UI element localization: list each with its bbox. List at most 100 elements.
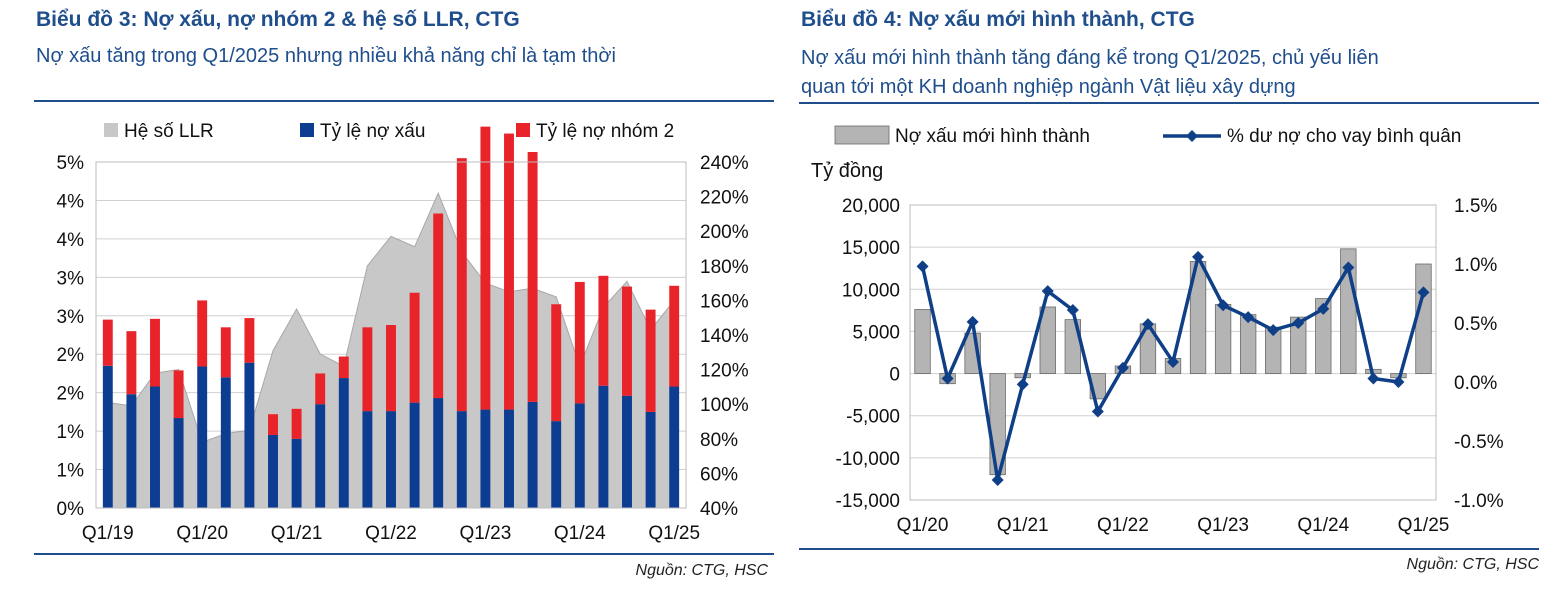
x-tick-label: Q1/22 bbox=[365, 523, 417, 544]
y-left-tick-label: 3% bbox=[57, 268, 85, 289]
line-marker bbox=[1392, 376, 1405, 388]
y-right-tick-label: 120% bbox=[700, 361, 749, 382]
bar-group2 bbox=[504, 133, 514, 410]
bar-npl bbox=[338, 378, 349, 508]
legend-label: Tỷ lệ nợ nhóm 2 bbox=[536, 121, 674, 142]
chart-source: Nguồn: CTG, HSC bbox=[635, 562, 768, 579]
y-right-tick-label: -0.5% bbox=[1454, 432, 1504, 453]
y-right-tick-label: 140% bbox=[700, 326, 749, 347]
chart-source: Nguồn: CTG, HSC bbox=[1406, 556, 1539, 573]
bar-npl bbox=[244, 362, 255, 508]
y-left-tick-label: 1% bbox=[57, 461, 85, 482]
x-tick-label: Q1/25 bbox=[648, 523, 700, 544]
y-left-tick-label: 2% bbox=[57, 345, 85, 366]
chart-title: Biểu đồ 3: Nợ xấu, nợ nhóm 2 & hệ số LLR… bbox=[36, 8, 520, 31]
x-tick-label: Q1/23 bbox=[460, 523, 512, 544]
y-left-tick-label: 2% bbox=[57, 384, 85, 405]
y-right-tick-label: 1.5% bbox=[1454, 196, 1497, 217]
bar-npl bbox=[456, 411, 467, 508]
bar-new-npl bbox=[1039, 306, 1056, 374]
bar-npl bbox=[409, 402, 420, 508]
bar-group2 bbox=[362, 327, 373, 412]
title-rule bbox=[799, 102, 1539, 104]
bar-npl bbox=[669, 386, 680, 508]
x-tick-label: Q1/21 bbox=[271, 523, 323, 544]
y-right-tick-label: 220% bbox=[700, 188, 749, 209]
y-left-tick-label: 20,000 bbox=[842, 196, 900, 217]
line-marker bbox=[1116, 361, 1129, 374]
line-marker bbox=[1167, 355, 1179, 368]
bar-npl bbox=[268, 434, 278, 508]
line-marker bbox=[1267, 324, 1280, 337]
bar-new-npl bbox=[1415, 263, 1432, 374]
y-right-tick-label: 180% bbox=[700, 257, 749, 278]
bar-npl bbox=[386, 411, 396, 508]
bar-npl bbox=[173, 418, 184, 508]
bar-group2 bbox=[386, 325, 396, 412]
new-npl-chart: -15,000 -10,000 -5,000 0 5,000 10,000 15,000 20… bbox=[811, 125, 1504, 536]
y-right-tick-label: 160% bbox=[700, 291, 749, 312]
bar-group2 bbox=[244, 318, 255, 363]
bar-group2 bbox=[551, 304, 562, 422]
line-marker bbox=[1091, 405, 1104, 418]
bar-npl bbox=[551, 421, 562, 508]
chart-title: Biểu đồ 4: Nợ xấu mới hình thành, CTG bbox=[801, 8, 1195, 31]
bar-npl bbox=[291, 438, 302, 508]
chart-subtitle: Nợ xấu mới hình thành tăng đáng kể trong… bbox=[801, 44, 1379, 102]
x-tick-label: Q1/21 bbox=[997, 515, 1049, 536]
subtitle-line-2: quan tới một KH doanh nghiệp ngành Vật l… bbox=[801, 76, 1296, 98]
bar-npl bbox=[197, 366, 208, 508]
legend-marker bbox=[1186, 130, 1198, 142]
y-right-tick-label: 1.0% bbox=[1454, 255, 1497, 276]
bar-group2 bbox=[126, 331, 137, 395]
y-left-tick-label: 0 bbox=[889, 365, 900, 386]
y-left-tick-label: 10,000 bbox=[842, 280, 900, 301]
chart-subtitle: Nợ xấu tăng trong Q1/2025 nhưng nhiều kh… bbox=[36, 45, 616, 67]
bar-group2 bbox=[220, 327, 231, 378]
subtitle-line-1: Nợ xấu mới hình thành tăng đáng kể trong… bbox=[801, 47, 1379, 69]
y-right-tick-label: 80% bbox=[700, 430, 738, 451]
bar-group2 bbox=[338, 356, 349, 379]
bar-group2 bbox=[150, 318, 160, 387]
line-marker bbox=[1292, 317, 1305, 329]
bar-group2 bbox=[409, 292, 420, 403]
y-left-tick-label: 1% bbox=[57, 422, 85, 443]
y-right-tick-label: -1.0% bbox=[1454, 491, 1504, 512]
bar-npl bbox=[315, 404, 326, 508]
bar-new-npl bbox=[914, 309, 931, 374]
bar-group2 bbox=[456, 158, 467, 412]
legend-label: Nợ xấu mới hình thành bbox=[895, 126, 1090, 147]
line-marker bbox=[1417, 286, 1430, 299]
y-left-tick-label: -15,000 bbox=[836, 491, 900, 512]
bar-group2 bbox=[433, 213, 444, 399]
bar-npl bbox=[362, 411, 373, 508]
line-marker bbox=[1342, 261, 1355, 274]
bar-new-npl bbox=[1315, 298, 1332, 374]
bar-group2 bbox=[622, 286, 632, 396]
y-right-tick-label: 40% bbox=[700, 499, 738, 520]
llr-chart: 0% 1% 1% 2% 2% 3% 3% 4% 4% 5% 40% 60% 80% 100% 120% 140… bbox=[57, 121, 749, 544]
line-marker bbox=[966, 315, 979, 328]
legend-label: % dư nợ cho vay bình quân bbox=[1227, 126, 1461, 147]
bar-group2 bbox=[645, 309, 656, 412]
bar-npl bbox=[220, 377, 231, 508]
line-marker bbox=[1141, 318, 1154, 331]
y-left-tick-label: -10,000 bbox=[836, 449, 900, 470]
x-tick-label: Q1/23 bbox=[1197, 515, 1249, 536]
bar-npl bbox=[527, 401, 538, 508]
bar-npl bbox=[622, 395, 632, 508]
bar-group2 bbox=[527, 152, 538, 402]
bar-group2 bbox=[315, 373, 326, 405]
legend-swatch bbox=[834, 125, 890, 145]
line-marker bbox=[1242, 311, 1255, 324]
y-left-tick-label: -5,000 bbox=[846, 407, 900, 428]
line-marker bbox=[1367, 372, 1380, 385]
bar-group2 bbox=[173, 370, 184, 419]
plot-frame bbox=[95, 161, 687, 509]
source-rule bbox=[34, 553, 774, 555]
bar-group2 bbox=[598, 275, 609, 386]
bar-npl bbox=[480, 409, 491, 508]
legend-label: Tỷ lệ nợ xấu bbox=[320, 121, 425, 142]
y-right-tick-label: 240% bbox=[700, 153, 749, 174]
line-marker bbox=[916, 260, 929, 273]
